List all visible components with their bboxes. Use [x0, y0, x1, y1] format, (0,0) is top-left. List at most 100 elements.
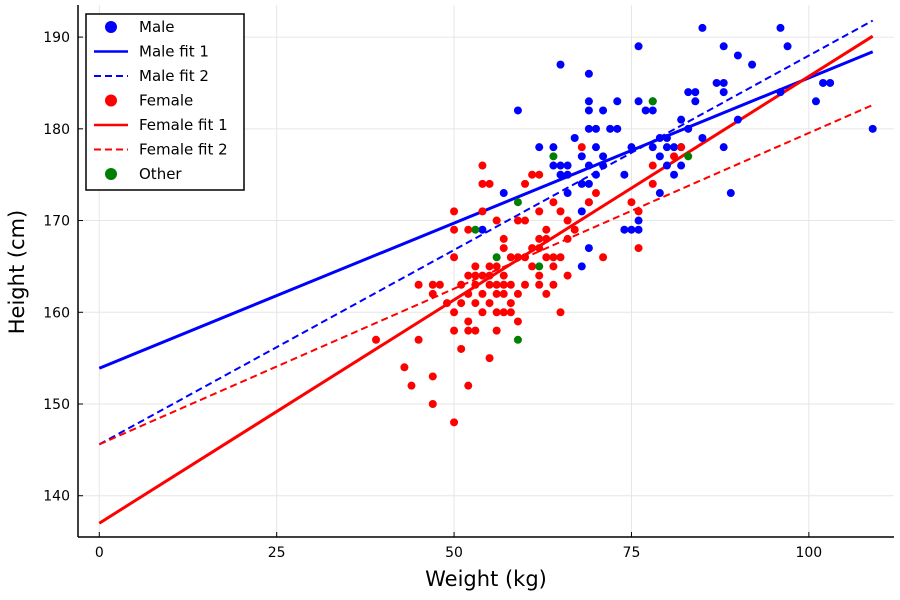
male-point — [584, 106, 593, 115]
male-point — [556, 170, 565, 179]
male-point — [712, 78, 721, 87]
male-point — [634, 216, 643, 225]
y-tick-label: 150 — [43, 397, 70, 413]
female-point — [478, 271, 487, 280]
male-point — [584, 124, 593, 133]
female-point — [599, 253, 608, 262]
female-point — [521, 280, 530, 289]
female-point — [549, 198, 558, 207]
scatter-points — [372, 23, 877, 427]
male-point — [556, 60, 565, 69]
female-point — [513, 289, 522, 298]
female-point — [506, 253, 515, 262]
male-point — [591, 124, 600, 133]
female-point — [521, 253, 530, 262]
male-point — [868, 124, 877, 133]
x-tick-label: 50 — [445, 545, 463, 561]
male-point — [826, 78, 835, 87]
x-tick-label: 100 — [795, 545, 822, 561]
other-point — [549, 152, 558, 161]
legend-marker-male — [105, 21, 117, 33]
female-point — [457, 344, 466, 353]
female-point — [471, 326, 480, 335]
male-point — [719, 88, 728, 97]
male-point — [698, 23, 707, 32]
legend-label-male-fit-2: Male fit 2 — [139, 67, 209, 85]
female-point — [563, 271, 572, 280]
female-point — [513, 216, 522, 225]
male-point — [627, 143, 636, 152]
female-point — [528, 170, 537, 179]
female-point — [400, 363, 409, 372]
female-point — [450, 225, 459, 234]
female-point — [478, 207, 487, 216]
female-point — [492, 326, 501, 335]
male-point — [584, 244, 593, 253]
male-point — [599, 106, 608, 115]
male-point — [726, 189, 735, 198]
x-axis-title: Weight (kg) — [425, 567, 547, 591]
female-point — [471, 262, 480, 271]
female-point — [499, 308, 508, 317]
male-point — [584, 161, 593, 170]
female-fit-1-line — [98, 34, 874, 525]
female-point — [428, 372, 437, 381]
male-point — [634, 97, 643, 106]
male-point — [599, 161, 608, 170]
legend-label-female-fit-1: Female fit 1 — [139, 116, 228, 134]
male-point — [698, 134, 707, 142]
female-point — [499, 234, 508, 243]
legend: Male Male fit 1 Male fit 2 Female Female fit… — [85, 13, 245, 191]
male-point — [563, 170, 572, 179]
female-point — [464, 317, 473, 326]
female-point — [670, 152, 679, 161]
female-point — [528, 262, 537, 271]
female-point — [492, 308, 501, 317]
female-point — [414, 335, 423, 344]
male-point — [577, 207, 586, 216]
male-point — [549, 161, 558, 170]
x-tick-label: 0 — [95, 545, 104, 561]
male-point — [641, 106, 650, 115]
male-point — [584, 69, 593, 78]
female-point — [513, 317, 522, 326]
other-point — [535, 262, 544, 271]
female-point — [570, 225, 579, 234]
female-point — [492, 289, 501, 298]
male-point — [563, 189, 572, 198]
female-point — [577, 143, 586, 152]
axes — [77, 5, 894, 538]
female-point — [499, 244, 508, 253]
other-point — [471, 225, 480, 234]
female-point — [535, 234, 544, 243]
female-point — [563, 234, 572, 243]
male-point — [535, 143, 544, 152]
female-point — [528, 244, 537, 253]
female-point — [634, 244, 643, 253]
male-point — [783, 42, 792, 51]
other-point — [513, 335, 522, 344]
female-point — [471, 271, 480, 280]
male-point — [513, 106, 522, 115]
female-point — [549, 280, 558, 289]
male-point — [599, 152, 608, 161]
male-point — [648, 143, 657, 152]
male-point — [811, 97, 820, 106]
male-point — [648, 106, 657, 115]
female-point — [648, 179, 657, 188]
male-point — [499, 189, 508, 198]
female-point — [506, 299, 515, 308]
other-point — [648, 97, 657, 106]
other-point — [684, 152, 693, 161]
female-point — [442, 299, 451, 308]
female-point — [556, 253, 565, 262]
male-point — [570, 134, 579, 142]
male-point — [655, 152, 664, 161]
male-point — [670, 170, 679, 179]
male-point — [776, 23, 785, 32]
male-point — [819, 78, 828, 87]
male-point — [719, 143, 728, 152]
female-point — [464, 225, 473, 234]
x-tick-label: 25 — [268, 545, 286, 561]
